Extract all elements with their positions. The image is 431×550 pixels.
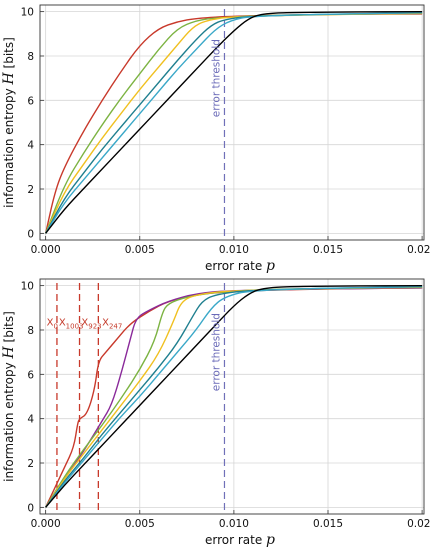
- plot-frame: [39, 4, 425, 241]
- x-tick-label: 0.005: [125, 518, 155, 530]
- series-line-4: [45, 286, 423, 508]
- y-tick-label: 2: [27, 458, 34, 470]
- x-tick-label: 0.000: [31, 244, 61, 256]
- plot-frame: [39, 278, 425, 515]
- y-tick-label: 4: [27, 414, 34, 426]
- series-line-5: [45, 285, 423, 508]
- y-tick-label: 4: [27, 140, 34, 152]
- x-tick-label: 0.010: [219, 518, 249, 530]
- x-axis-title: error rate p: [205, 532, 275, 548]
- y-axis-title: information entropy H [bits]: [1, 311, 17, 482]
- plot-area: [40, 5, 424, 240]
- marker-label-0: X0: [47, 318, 58, 331]
- threshold-label: error threshold: [210, 39, 222, 117]
- y-tick-label: 0: [27, 502, 34, 514]
- y-tick-label: 10: [21, 7, 34, 19]
- x-tick-label: 0.010: [219, 244, 249, 256]
- chart-bottom: 0.000 0.005 0.010 0.015 0.020 0 2 4 6 8 10 error ra…: [1, 278, 431, 548]
- y-tick-label: 10: [21, 281, 34, 293]
- y-tick-label: 8: [27, 51, 34, 63]
- y-tick-label: 6: [27, 95, 34, 107]
- x-tick-label: 0.005: [125, 244, 155, 256]
- plot-area: [40, 279, 424, 514]
- y-axis-title: information entropy H [bits]: [1, 37, 17, 208]
- series-line-6: [45, 284, 423, 508]
- y-tick-label: 0: [27, 228, 34, 240]
- marker-label-1: X1003: [59, 318, 84, 331]
- threshold-label: error threshold: [210, 313, 222, 391]
- series-line-2: [45, 12, 423, 234]
- y-tick-label: 8: [27, 325, 34, 337]
- x-tick-label: 0.015: [313, 244, 343, 256]
- x-tick-label: 0.020: [407, 518, 431, 530]
- series-line-4: [45, 11, 423, 234]
- series-line-5: [45, 10, 423, 234]
- marker-label-3: X247: [102, 318, 122, 331]
- x-tick-label: 0.000: [31, 518, 61, 530]
- x-axis-title: error rate p: [205, 258, 275, 274]
- y-tick-label: 6: [27, 369, 34, 381]
- y-tick-label: 2: [27, 184, 34, 196]
- x-tick-label: 0.020: [407, 244, 431, 256]
- marker-label-2: X923: [81, 318, 101, 331]
- chart-top: 0.000 0.005 0.010 0.015 0.020 0 2 4 6 8 10 error ra…: [1, 4, 431, 274]
- x-tick-label: 0.015: [313, 518, 343, 530]
- series-line-3: [45, 286, 423, 508]
- series-line-3: [45, 12, 423, 234]
